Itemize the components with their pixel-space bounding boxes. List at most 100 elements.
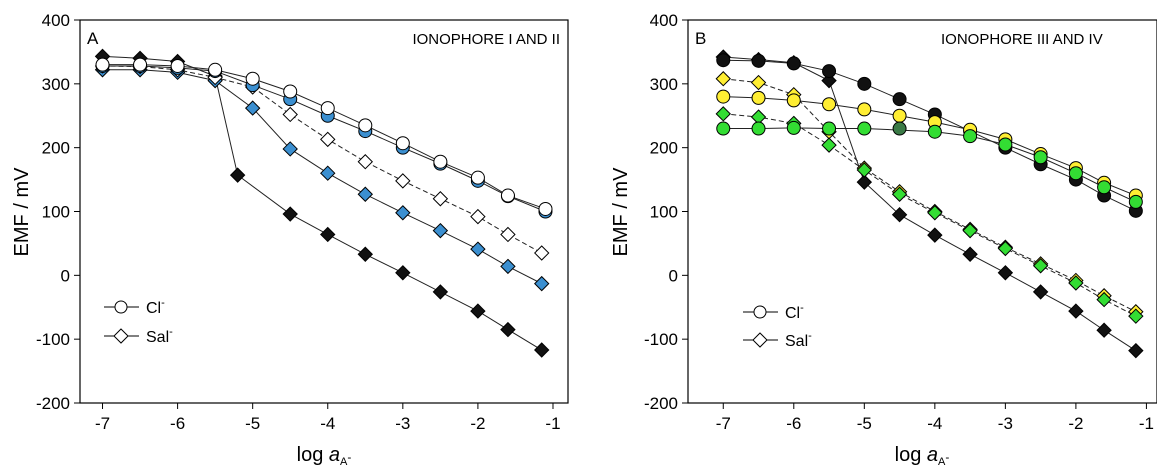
diamond-marker — [750, 74, 767, 91]
circle-marker — [1097, 180, 1112, 195]
diamond-marker — [395, 265, 411, 281]
diamond-marker — [1128, 308, 1144, 324]
legend-circle-marker — [753, 305, 767, 319]
circle-marker — [470, 170, 485, 185]
circle-marker — [95, 57, 110, 72]
panel-a: -7 -6 -5 -4 -3 -2 -1 -200 -100 0 100 200 300 400 A IO… — [11, 11, 569, 466]
panel-b: -7 -6 -5 -4 -3 -2 -1 -200 -100 0 100 200 300 400 B IO… — [610, 11, 1157, 466]
circle-marker — [716, 53, 731, 68]
circle-marker — [1128, 194, 1143, 209]
diamond-marker — [1068, 303, 1084, 319]
circle-marker — [716, 121, 731, 136]
x-tick-label: -6 — [170, 414, 185, 433]
series-group — [94, 48, 553, 358]
diamond-marker — [470, 241, 486, 257]
y-tick-label: 200 — [42, 139, 70, 158]
series-line — [102, 65, 542, 254]
y-tick-label: -100 — [36, 330, 70, 349]
diamond-marker — [534, 342, 550, 358]
diamond-marker — [1068, 275, 1084, 291]
diamond-marker — [856, 162, 873, 178]
legend-diamond-marker — [113, 328, 129, 344]
circle-marker — [857, 76, 872, 91]
y-tick-label: 300 — [650, 75, 678, 94]
diamond-marker — [856, 174, 873, 190]
circle-marker — [500, 188, 515, 203]
x-axis-title-main: log — [895, 444, 927, 466]
circle-marker — [998, 137, 1013, 152]
legend-sal-text: Sal — [785, 333, 808, 350]
circle-marker — [170, 58, 185, 73]
y-axis-title: EMF / mV — [11, 167, 33, 257]
y-tick-label: -200 — [36, 394, 70, 413]
diamond-marker — [320, 226, 336, 243]
circle-marker — [1033, 150, 1048, 165]
circle-marker — [963, 129, 978, 144]
circle-marker — [283, 84, 298, 99]
diamond-marker — [891, 186, 908, 202]
legend-label-sal: Sal- — [785, 330, 812, 350]
x-tick-label: -7 — [716, 414, 731, 433]
diamond-marker — [821, 137, 837, 153]
diamond-marker — [534, 245, 550, 261]
circle-marker — [822, 97, 837, 112]
x-tick-label: -6 — [786, 414, 801, 433]
x-axis-title-italic: a — [329, 444, 340, 466]
panel-letter: A — [87, 29, 99, 48]
circle-marker — [786, 56, 801, 71]
y-tick-label: -100 — [644, 330, 678, 349]
legend-cl-sup: - — [161, 297, 165, 309]
diamond-marker — [470, 208, 486, 225]
legend: Cl- Sal- — [743, 302, 812, 350]
diamond-marker — [357, 186, 373, 202]
panel-letter: B — [695, 29, 706, 48]
circle-marker — [751, 53, 766, 68]
diamond-marker — [357, 246, 373, 262]
x-tick-label: -4 — [927, 414, 942, 433]
panel-title: IONOPHORE III AND IV — [941, 31, 1103, 48]
series-group — [715, 49, 1144, 359]
y-tick-label: 100 — [650, 203, 678, 222]
x-tick-label: -3 — [998, 414, 1013, 433]
circle-marker — [538, 201, 553, 216]
x-tick-label: -1 — [1139, 414, 1154, 433]
diamond-marker — [1032, 284, 1049, 300]
legend-sal-sup: - — [169, 326, 173, 338]
panel-title: IONOPHORE I AND II — [412, 31, 560, 48]
legend-sal-sup: - — [808, 330, 812, 342]
legend-label-cl: Cl- — [146, 297, 165, 317]
x-axis-title: log aA- — [297, 444, 352, 466]
diamond-marker — [821, 72, 837, 89]
legend-circle-marker — [114, 300, 128, 314]
diamond-marker — [962, 246, 978, 262]
x-axis-title-sub: A — [340, 456, 348, 466]
legend-label-sal: Sal- — [146, 326, 173, 346]
x-axis-title-sup: - — [945, 450, 949, 464]
diamond-marker — [320, 165, 336, 181]
diamond-marker — [282, 206, 298, 222]
diamond-marker — [997, 240, 1014, 257]
diamond-marker — [534, 275, 550, 292]
y-tick-label: 400 — [650, 11, 678, 30]
diamond-marker — [395, 173, 411, 189]
x-tick-label: -7 — [95, 414, 110, 433]
circle-marker — [1068, 166, 1083, 181]
x-tick-label: -1 — [545, 414, 560, 433]
circle-marker — [751, 121, 766, 136]
circle-marker — [892, 92, 907, 107]
diamond-marker — [927, 227, 943, 243]
legend-cl-text: Cl — [785, 305, 800, 322]
diamond-marker — [395, 205, 411, 221]
diamond-marker — [1096, 322, 1112, 338]
diamond-marker — [282, 106, 298, 123]
diamond-marker — [891, 206, 908, 223]
circle-marker — [892, 108, 907, 123]
circle-marker — [822, 64, 837, 79]
x-tick-label: -2 — [1068, 414, 1083, 433]
legend-diamond-marker — [752, 332, 768, 348]
y-tick-label: 0 — [61, 266, 70, 285]
diamond-marker — [1032, 258, 1049, 274]
diamond-marker — [715, 106, 731, 122]
circle-marker — [245, 71, 260, 86]
